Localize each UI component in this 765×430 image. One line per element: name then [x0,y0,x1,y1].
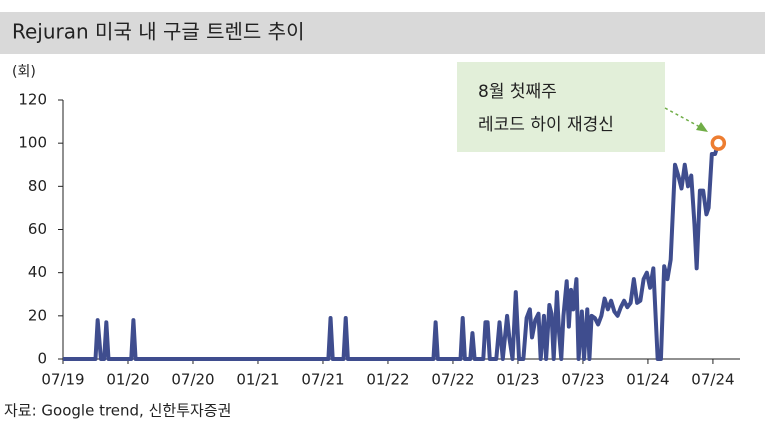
x-tick-label: 07/20 [171,371,214,389]
annotation-arrowhead [696,122,708,132]
x-tick-label: 07/21 [301,371,344,389]
series-line [63,142,721,361]
x-tick-label: 01/21 [236,371,279,389]
chart-title: Rejuran 미국 내 구글 트렌드 추이 [12,20,304,44]
x-tick-label: 07/24 [691,371,734,389]
annotation-arrow [664,107,701,128]
highlight-point [710,135,727,151]
y-tick-label: 100 [18,134,47,152]
x-tick-label: 01/23 [496,371,539,389]
y-tick-label: 40 [28,263,47,281]
y-unit-label: (회) [12,64,36,80]
annotation-line: 레코드 하이 재경신 [478,115,614,135]
annotation-line: 8월 첫째주 [478,82,557,102]
source-note: 자료: Google trend, 신한투자증권 [4,402,231,420]
x-tick-label: 07/19 [41,371,84,389]
x-tick-label: 07/23 [561,371,604,389]
x-tick-label: 07/22 [431,371,474,389]
y-tick-label: 60 [28,220,47,238]
y-tick-label: 80 [28,177,47,195]
y-tick-label: 20 [28,306,47,324]
x-tick-label: 01/22 [366,371,409,389]
annotation-box [457,62,665,152]
y-tick-label: 0 [37,350,47,368]
y-tick-label: 120 [18,91,47,109]
x-tick-label: 01/20 [106,371,149,389]
title-band [0,12,765,54]
x-tick-label: 01/24 [626,371,669,389]
